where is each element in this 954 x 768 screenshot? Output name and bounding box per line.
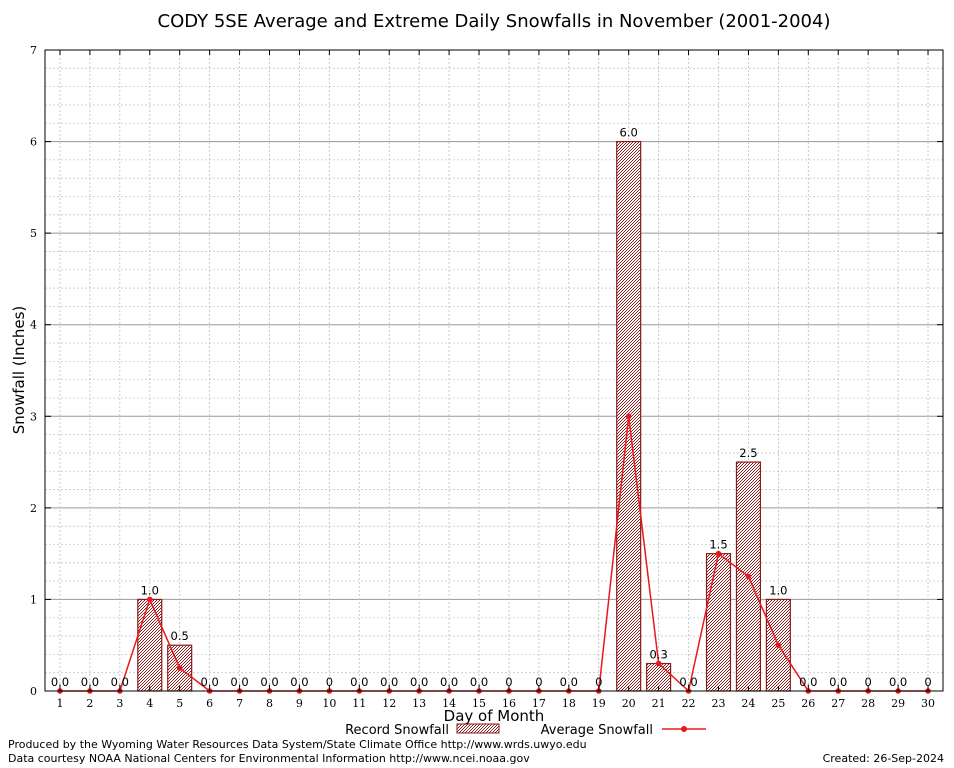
x-tick-label: 26	[801, 697, 815, 710]
y-tick-label: 5	[30, 227, 37, 240]
x-tick-label: 8	[266, 697, 273, 710]
bar-day-4	[137, 598, 163, 692]
x-tick-label: 17	[532, 697, 546, 710]
average-point	[775, 642, 782, 649]
x-ticks: 1 2 3 4 5 6 7 8 9 10 11 12 13 14 15 16 17 18 19 20 21 22 23 24 2…	[56, 50, 935, 710]
data-label: 1.0	[141, 583, 159, 597]
x-tick-label: 21	[652, 697, 666, 710]
x-tick-label: 6	[206, 697, 213, 710]
data-label: 0.0	[380, 675, 398, 689]
data-label: 0.0	[560, 675, 578, 689]
x-tick-label: 7	[236, 697, 243, 710]
x-tick-label: 4	[146, 697, 153, 710]
average-point	[625, 413, 632, 420]
x-tick-label: 18	[562, 697, 576, 710]
x-tick-label: 1	[56, 697, 63, 710]
footer-created: Created: 26-Sep-2024	[823, 752, 944, 765]
data-label: 0.0	[470, 675, 488, 689]
data-label: 0.0	[260, 675, 278, 689]
plot-frame	[44, 49, 944, 692]
x-tick-label: 25	[771, 697, 785, 710]
y-tick-label: 4	[30, 319, 37, 332]
data-label: 0.0	[440, 675, 458, 689]
data-label: 0.0	[111, 675, 129, 689]
data-label: 0.0	[410, 675, 428, 689]
data-labels: 0.0 0.0 0.0 1.0 0.5 0.0 0.0 0.0 0.0 0 0.0 0.0 0.0 0.0…	[51, 126, 932, 689]
x-tick-label: 23	[712, 697, 726, 710]
y-tick-label: 7	[30, 44, 37, 57]
x-tick-label: 30	[921, 697, 935, 710]
x-tick-label: 9	[296, 697, 303, 710]
data-label: 6.0	[620, 126, 638, 140]
x-tick-label: 13	[412, 697, 426, 710]
data-label: 0	[535, 675, 542, 689]
bar-day-23	[705, 553, 732, 692]
x-tick-label: 29	[891, 697, 905, 710]
x-tick-label: 2	[86, 697, 93, 710]
y-tick-label: 0	[30, 685, 37, 698]
data-label: 2.5	[739, 446, 757, 460]
footer-courtesy: Data courtesy NOAA National Centers for …	[8, 752, 530, 765]
average-point	[715, 550, 722, 557]
data-label: 0.0	[230, 675, 248, 689]
data-label: 1.5	[709, 538, 727, 552]
x-tick-label: 14	[442, 697, 456, 710]
average-point	[655, 660, 662, 667]
footer-produced-by: Produced by the Wyoming Water Resources …	[8, 738, 587, 751]
x-tick-label: 27	[831, 697, 845, 710]
data-label: 1.0	[769, 583, 787, 597]
data-label: 0.0	[290, 675, 308, 689]
data-label: 0	[865, 675, 872, 689]
x-tick-label: 5	[176, 697, 183, 710]
x-tick-label: 28	[861, 697, 875, 710]
legend-average-marker	[681, 726, 687, 732]
x-tick-label: 3	[116, 697, 123, 710]
x-tick-label: 16	[502, 697, 516, 710]
data-label: 0.0	[81, 675, 99, 689]
x-tick-label: 19	[592, 697, 606, 710]
chart-title: CODY 5SE Average and Extreme Daily Snowf…	[158, 11, 831, 32]
average-point	[146, 596, 153, 603]
y-axis-label: Snowfall (Inches)	[10, 306, 28, 434]
data-label: 0.3	[649, 648, 667, 662]
average-point	[176, 665, 183, 671]
legend: Record Snowfall Average Snowfall	[345, 723, 706, 738]
x-tick-label: 12	[382, 697, 396, 710]
x-tick-label: 10	[322, 697, 336, 710]
x-tick-label: 22	[682, 697, 696, 710]
y-tick-label: 1	[30, 593, 37, 606]
data-label: 0.0	[679, 675, 697, 689]
data-label: 0.0	[829, 675, 847, 689]
data-label: 0.0	[200, 675, 218, 689]
y-tick-label: 6	[30, 136, 37, 149]
data-label: 0	[326, 675, 333, 689]
data-label: 0.0	[51, 675, 69, 689]
data-label: 0	[505, 675, 512, 689]
x-axis-label: Day of Month	[444, 707, 545, 725]
data-label: 0.0	[889, 675, 907, 689]
x-tick-label: 15	[472, 697, 486, 710]
data-label: 0.0	[350, 675, 368, 689]
x-tick-label: 24	[741, 697, 755, 710]
data-label: 0	[924, 675, 931, 689]
legend-record-swatch	[456, 723, 500, 734]
y-tick-label: 2	[30, 502, 37, 515]
y-tick-label: 3	[30, 410, 37, 423]
average-point	[745, 573, 752, 580]
data-label: 0	[595, 675, 602, 689]
data-label: 0.0	[799, 675, 817, 689]
x-tick-label: 11	[352, 697, 366, 710]
data-label: 0.5	[171, 629, 189, 643]
grid	[45, 49, 943, 692]
x-tick-label: 20	[622, 697, 636, 710]
legend-average-label: Average Snowfall	[541, 723, 653, 738]
legend-record-label: Record Snowfall	[345, 723, 449, 738]
